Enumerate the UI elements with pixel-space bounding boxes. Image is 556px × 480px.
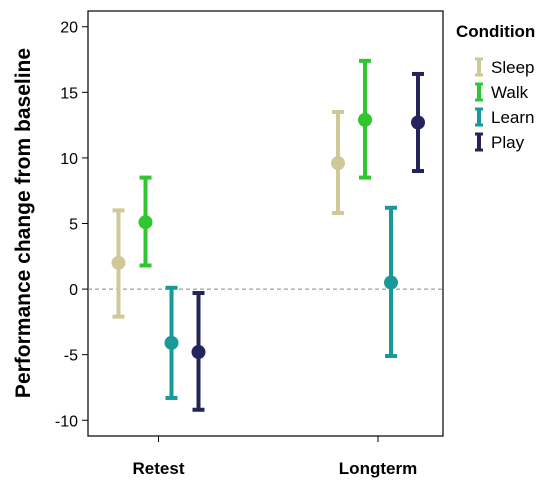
y-axis: 20 15 10 5 0 -5 -10 [55,20,88,430]
x-axis: Retest Longterm [133,436,417,478]
error-bar-sleep [111,208,126,319]
y-tick-label: 20 [60,20,78,37]
mean-point [138,215,153,230]
x-tick-label: Retest [133,459,185,478]
error-bar-learn [384,205,398,358]
legend: Condition Sleep Walk Learn Play [456,22,535,152]
legend-label: Sleep [491,58,534,77]
mean-point [191,345,206,360]
series-marks [111,58,425,412]
y-tick-label: -10 [55,413,78,430]
y-axis-label: Performance change from baseline [12,48,35,398]
y-tick-label: 10 [60,151,78,168]
legend-item-sleep: Sleep [475,57,534,77]
mean-point [111,255,126,270]
error-bar-play [191,291,206,412]
y-tick-label: 15 [60,85,78,102]
mean-point [331,156,345,171]
legend-label: Play [491,133,525,152]
legend-item-play: Play [475,132,525,152]
legend-item-walk: Walk [475,82,529,102]
legend-item-learn: Learn [475,107,534,127]
legend-label: Learn [491,108,534,127]
mean-point [358,112,372,127]
mean-point [411,115,425,130]
error-bar-walk [138,175,153,268]
mean-point [384,275,398,290]
mean-point [164,335,179,350]
error-bar-sleep [331,110,345,216]
x-tick-label: Longterm [339,459,417,478]
error-bar-learn [164,285,179,400]
legend-label: Walk [491,83,529,102]
error-bar-play [411,71,425,174]
y-tick-label: 0 [69,282,78,299]
y-tick-label: -5 [64,348,78,365]
legend-title: Condition [456,22,535,41]
error-bar-walk [358,58,372,180]
y-tick-label: 5 [69,217,78,234]
